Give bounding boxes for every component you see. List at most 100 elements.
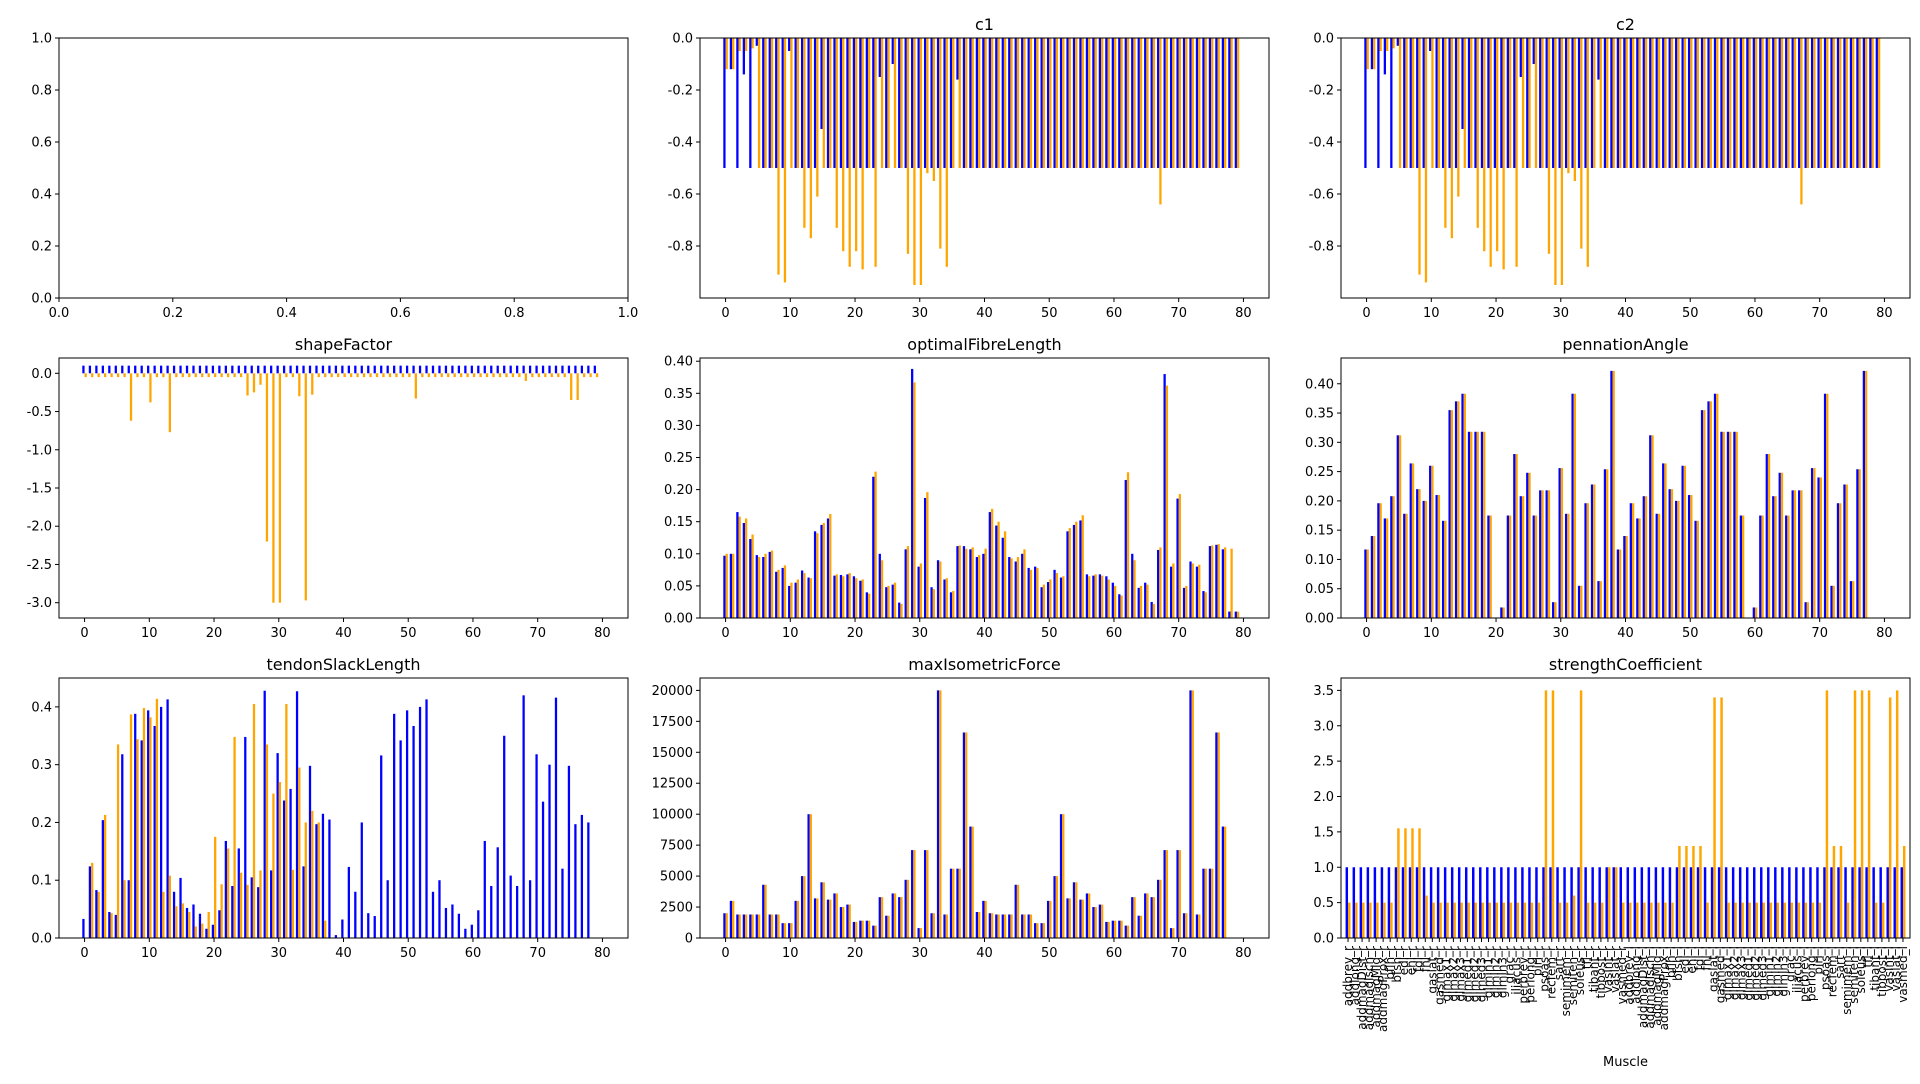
bar [511, 373, 515, 378]
bar [207, 912, 210, 938]
bar [822, 38, 825, 168]
bar [1836, 503, 1840, 618]
bar [898, 38, 901, 168]
bar [969, 549, 972, 618]
bar [405, 365, 409, 374]
bar [1373, 867, 1377, 938]
bar [298, 373, 301, 397]
bar [1443, 867, 1447, 938]
y-tick-label: 2.5 [1313, 755, 1334, 770]
x-tick-label: 30 [911, 306, 928, 321]
bar [505, 373, 508, 378]
bar [1661, 867, 1665, 938]
bar [1198, 38, 1201, 168]
bar [237, 848, 240, 938]
bar [451, 904, 454, 938]
bar [1189, 561, 1192, 618]
bar [1681, 38, 1684, 168]
bar [414, 373, 417, 399]
bar [744, 38, 748, 51]
bar [949, 38, 953, 168]
bar [561, 868, 564, 938]
bar [1810, 468, 1814, 618]
bar [846, 574, 849, 618]
bar [855, 38, 858, 252]
bar [1085, 574, 1089, 618]
bar [958, 868, 961, 938]
x-tick-label: 20 [847, 626, 864, 641]
bar [1152, 897, 1156, 938]
bar [1772, 496, 1775, 618]
bar [1178, 850, 1181, 938]
bar [1823, 393, 1827, 618]
bar [1144, 38, 1147, 168]
bar [263, 365, 266, 374]
bar [1470, 38, 1473, 168]
x-category-label: glmax2_r [1446, 946, 1460, 1002]
bar [1558, 468, 1561, 618]
bar [84, 373, 87, 378]
bar [1819, 38, 1822, 168]
bar [813, 898, 817, 938]
bar [1823, 38, 1827, 168]
bar [1016, 884, 1020, 938]
bar [1668, 867, 1672, 938]
bar [971, 547, 974, 618]
bar [1817, 38, 1820, 168]
x-category-label: fhl_l [1699, 946, 1713, 971]
y-tick-label: 0.15 [1305, 524, 1334, 539]
bar [1810, 38, 1814, 168]
x-category-label: addmagDist_l [1636, 946, 1650, 1028]
bar [859, 580, 862, 618]
bar [1215, 732, 1218, 938]
bar [1584, 38, 1587, 168]
bar [1036, 923, 1039, 938]
bar [1185, 585, 1188, 618]
bar [906, 38, 910, 254]
bar [1094, 574, 1097, 618]
x-category-label: vaslat_l [1889, 946, 1903, 991]
bar [1429, 465, 1432, 618]
bar [1700, 410, 1704, 618]
bar [1735, 431, 1738, 618]
bar [1607, 867, 1611, 938]
bar [259, 373, 262, 385]
bar [926, 38, 929, 174]
bar [1809, 867, 1812, 938]
bar [755, 38, 758, 46]
bar [1600, 902, 1604, 938]
bar [315, 365, 318, 374]
bar [1836, 38, 1840, 168]
bar [796, 900, 800, 938]
bar [1900, 867, 1903, 938]
bar [282, 365, 286, 374]
bar [537, 373, 540, 378]
bar [1638, 518, 1641, 618]
bar [930, 38, 933, 168]
bar [744, 518, 748, 618]
bar [885, 587, 888, 618]
bar [123, 373, 126, 378]
bar [919, 563, 923, 618]
bar [1152, 603, 1156, 618]
bar [252, 704, 256, 938]
bar [1383, 38, 1386, 75]
bar [185, 907, 189, 938]
bar [1586, 38, 1589, 267]
bar [1612, 867, 1615, 938]
bar [969, 38, 972, 168]
bar [1014, 38, 1017, 168]
x-tick-label: 20 [206, 626, 223, 641]
bar [524, 373, 528, 381]
bar [1157, 879, 1160, 938]
bar [1405, 38, 1408, 168]
bar [1230, 548, 1233, 618]
x-tick-label: 70 [1811, 306, 1828, 321]
bar [1169, 928, 1173, 938]
bar [1513, 454, 1516, 618]
x-tick-label: 40 [335, 626, 352, 641]
bar [1856, 38, 1859, 168]
bar [1131, 897, 1134, 938]
bar [1655, 513, 1658, 618]
bar [1062, 38, 1065, 168]
